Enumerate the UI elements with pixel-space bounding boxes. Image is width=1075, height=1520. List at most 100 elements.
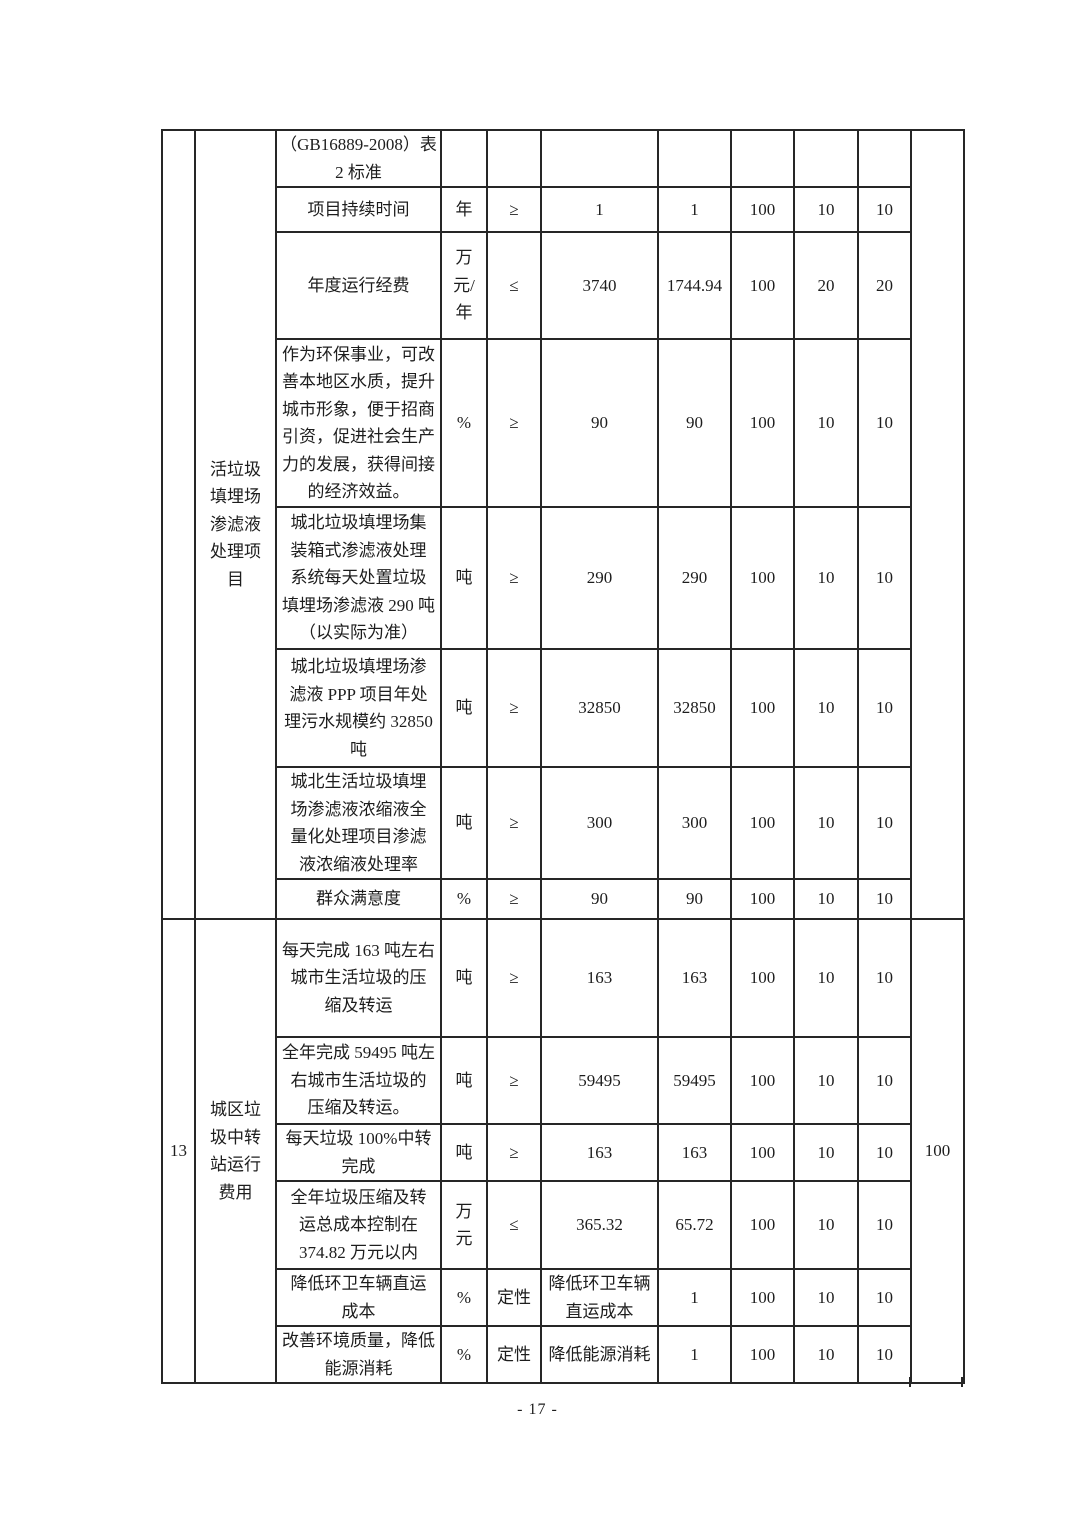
unit-cell: 吨 bbox=[440, 648, 488, 768]
indicator-cell: 城北垃圾填埋场集 装箱式渗滤液处理 系统每天处置垃圾 填埋场渗滤液 290 吨 … bbox=[275, 506, 442, 650]
project-name-cell: 活垃圾 填埋场 渗滤液 处理项 目 bbox=[194, 129, 277, 920]
unit-cell: 吨 bbox=[440, 766, 488, 880]
indicator-cell: 全年垃圾压缩及转 运总成本控制在 374.82 万元以内 bbox=[275, 1180, 442, 1270]
operator-cell: ≥ bbox=[486, 766, 542, 880]
target-value-cell: 365.32 bbox=[540, 1180, 659, 1270]
target-value-cell: 163 bbox=[540, 1123, 659, 1182]
full-score-cell: 100 bbox=[730, 918, 795, 1038]
table-row: 改善环境质量，降低 能源消耗 % 定性 降低能源消耗 1 100 10 10 bbox=[162, 1325, 964, 1384]
target-value-cell: 59495 bbox=[540, 1036, 659, 1125]
indicator-cell: 城北生活垃圾填埋 场渗滤液浓缩液全 量化处理项目渗滤 液浓缩液处理率 bbox=[275, 766, 442, 880]
target-value-cell: 163 bbox=[540, 918, 659, 1038]
section-total-cell bbox=[910, 129, 965, 920]
indicator-cell: 作为环保事业，可改 善本地区水质，提升 城市形象，便于招商 引资，促进社会生产 … bbox=[275, 338, 442, 508]
full-score-cell: 100 bbox=[730, 766, 795, 880]
weight-cell: 10 bbox=[793, 1268, 859, 1327]
weight-cell: 10 bbox=[793, 1123, 859, 1182]
full-score-cell: 100 bbox=[730, 231, 795, 340]
unit-cell: 吨 bbox=[440, 506, 488, 650]
full-score-cell: 100 bbox=[730, 878, 795, 920]
project-number-cell: 13 bbox=[161, 918, 196, 1384]
full-score-cell: 100 bbox=[730, 1180, 795, 1270]
operator-cell: 定性 bbox=[486, 1268, 542, 1327]
unit-cell: 年 bbox=[440, 186, 488, 233]
indicator-cell: 每天完成 163 吨左右 城市生活垃圾的压 缩及转运 bbox=[275, 918, 442, 1038]
score-cell: 10 bbox=[857, 1325, 912, 1384]
score-cell: 10 bbox=[857, 918, 912, 1038]
unit-cell: % bbox=[440, 878, 488, 920]
indicator-cell: 全年完成 59495 吨左 右城市生活垃圾的 压缩及转运。 bbox=[275, 1036, 442, 1125]
operator-cell: ≥ bbox=[486, 338, 542, 508]
full-score-cell: 100 bbox=[730, 1123, 795, 1182]
actual-value-cell: 1 bbox=[657, 1325, 732, 1384]
target-value-cell: 290 bbox=[540, 506, 659, 650]
target-value-cell: 90 bbox=[540, 878, 659, 920]
score-cell: 10 bbox=[857, 1268, 912, 1327]
operator-cell: ≥ bbox=[486, 648, 542, 768]
operator-cell: ≥ bbox=[486, 186, 542, 233]
full-score-cell: 100 bbox=[730, 1036, 795, 1125]
weight-cell: 10 bbox=[793, 918, 859, 1038]
actual-value-cell bbox=[657, 129, 732, 188]
score-cell: 10 bbox=[857, 338, 912, 508]
unit-cell bbox=[440, 129, 488, 188]
unit-cell: 吨 bbox=[440, 918, 488, 1038]
target-value-cell: 降低能源消耗 bbox=[540, 1325, 659, 1384]
unit-cell: 吨 bbox=[440, 1123, 488, 1182]
table-row: 全年垃圾压缩及转 运总成本控制在 374.82 万元以内 万 元 ≤ 365.3… bbox=[162, 1180, 964, 1270]
actual-value-cell: 1 bbox=[657, 186, 732, 233]
actual-value-cell: 90 bbox=[657, 878, 732, 920]
full-score-cell: 100 bbox=[730, 338, 795, 508]
indicator-cell: （GB16889-2008）表 2 标准 bbox=[275, 129, 442, 188]
operator-cell: ≥ bbox=[486, 1123, 542, 1182]
target-value-cell: 1 bbox=[540, 186, 659, 233]
full-score-cell: 100 bbox=[730, 1325, 795, 1384]
unit-cell: % bbox=[440, 1268, 488, 1327]
operator-cell: ≤ bbox=[486, 1180, 542, 1270]
page-number: - 17 - bbox=[517, 1401, 558, 1418]
score-cell: 10 bbox=[857, 186, 912, 233]
section-total-cell: 100 bbox=[910, 918, 965, 1384]
operator-cell bbox=[486, 129, 542, 188]
actual-value-cell: 300 bbox=[657, 766, 732, 880]
unit-cell: 万 元/ 年 bbox=[440, 231, 488, 340]
unit-cell: 吨 bbox=[440, 1036, 488, 1125]
score-cell: 10 bbox=[857, 648, 912, 768]
score-cell: 10 bbox=[857, 766, 912, 880]
unit-cell: 万 元 bbox=[440, 1180, 488, 1270]
full-score-cell: 100 bbox=[730, 648, 795, 768]
weight-cell: 10 bbox=[793, 1325, 859, 1384]
operator-cell: ≥ bbox=[486, 878, 542, 920]
table-row: 年度运行经费 万 元/ 年 ≤ 3740 1744.94 100 20 20 bbox=[162, 231, 964, 340]
table-row: 城北垃圾填埋场渗 滤液 PPP 项目年处 理污水规模约 32850 吨 吨 ≥ … bbox=[162, 648, 964, 768]
operator-cell: ≤ bbox=[486, 231, 542, 340]
table-row: 活垃圾 填埋场 渗滤液 处理项 目 （GB16889-2008）表 2 标准 bbox=[161, 129, 965, 920]
indicator-cell: 降低环卫车辆直运 成本 bbox=[275, 1268, 442, 1327]
table-row: 群众满意度 % ≥ 90 90 100 10 10 bbox=[162, 878, 964, 920]
target-value-cell bbox=[540, 129, 659, 188]
indicator-cell: 群众满意度 bbox=[275, 878, 442, 920]
weight-cell: 10 bbox=[793, 1180, 859, 1270]
weight-cell: 10 bbox=[793, 766, 859, 880]
table-row: 降低环卫车辆直运 成本 % 定性 降低环卫车辆 直运成本 1 100 10 10 bbox=[162, 1268, 964, 1327]
weight-cell: 20 bbox=[793, 231, 859, 340]
table-row: 城北生活垃圾填埋 场渗滤液浓缩液全 量化处理项目渗滤 液浓缩液处理率 吨 ≥ 3… bbox=[162, 766, 964, 880]
indicator-cell: 城北垃圾填埋场渗 滤液 PPP 项目年处 理污水规模约 32850 吨 bbox=[275, 648, 442, 768]
indicator-cell: 每天垃圾 100%中转 完成 bbox=[275, 1123, 442, 1182]
weight-cell: 10 bbox=[793, 878, 859, 920]
actual-value-cell: 90 bbox=[657, 338, 732, 508]
operator-cell: 定性 bbox=[486, 1325, 542, 1384]
actual-value-cell: 59495 bbox=[657, 1036, 732, 1125]
unit-cell: % bbox=[440, 1325, 488, 1384]
target-value-cell: 300 bbox=[540, 766, 659, 880]
target-value-cell: 90 bbox=[540, 338, 659, 508]
operator-cell: ≥ bbox=[486, 1036, 542, 1125]
project-number-cell bbox=[161, 129, 196, 920]
actual-value-cell: 65.72 bbox=[657, 1180, 732, 1270]
operator-cell: ≥ bbox=[486, 506, 542, 650]
table-row: 13 城区垃 圾中转 站运行 费用 每天完成 163 吨左右 城市生活垃圾的压 … bbox=[161, 918, 965, 1384]
actual-value-cell: 163 bbox=[657, 918, 732, 1038]
weight-cell: 10 bbox=[793, 338, 859, 508]
full-score-cell: 100 bbox=[730, 186, 795, 233]
